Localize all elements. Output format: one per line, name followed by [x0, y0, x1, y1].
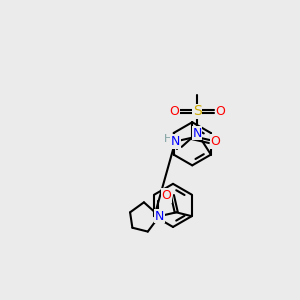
Text: O: O: [210, 135, 220, 148]
Text: N: N: [192, 127, 202, 140]
Text: S: S: [193, 104, 201, 118]
Text: N: N: [154, 210, 164, 223]
Text: N: N: [171, 135, 180, 148]
Text: O: O: [161, 189, 171, 202]
Text: O: O: [215, 105, 225, 118]
Text: H: H: [164, 134, 172, 144]
Text: O: O: [169, 105, 179, 118]
